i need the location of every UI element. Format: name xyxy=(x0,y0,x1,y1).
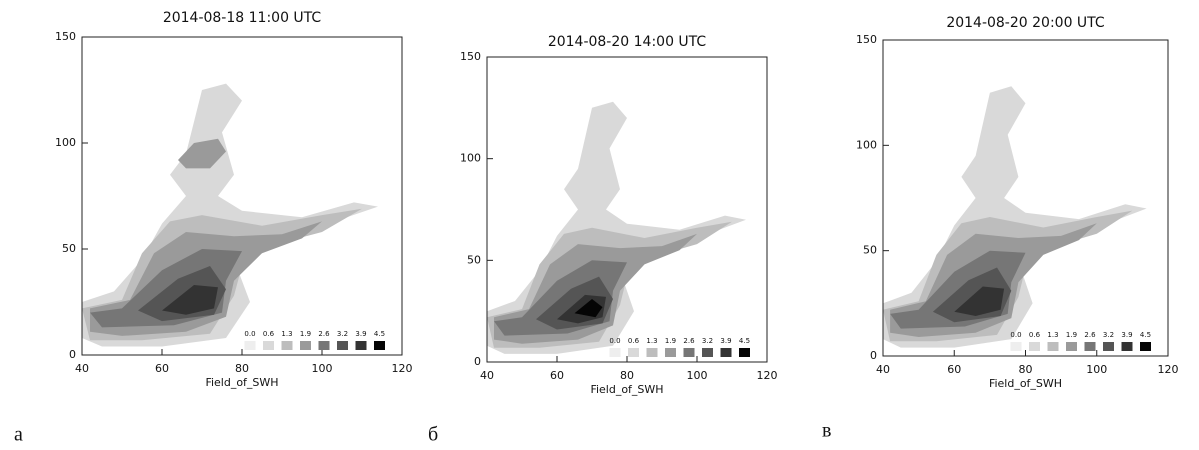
x-tick-label: 60 xyxy=(155,362,169,375)
legend-swatch xyxy=(1066,342,1077,351)
legend-swatch xyxy=(281,341,293,350)
legend-swatch xyxy=(628,348,639,357)
legend-label: 4.5 xyxy=(739,337,750,345)
y-tick-label: 50 xyxy=(467,253,481,266)
legend-label: 2.6 xyxy=(1084,331,1096,339)
contour-region xyxy=(162,285,218,315)
x-tick-label: 80 xyxy=(620,369,634,382)
x-tick-label: 40 xyxy=(876,363,890,376)
legend-label: 0.6 xyxy=(628,337,640,345)
y-tick-label: 50 xyxy=(62,242,76,255)
legend-swatch xyxy=(1140,342,1151,351)
legend-label: 1.9 xyxy=(300,330,311,338)
legend-label: 2.6 xyxy=(318,330,330,338)
legend-swatch xyxy=(244,341,256,350)
legend-label: 3.2 xyxy=(702,337,713,345)
y-tick-label: 100 xyxy=(55,136,76,149)
legend-label: 2.6 xyxy=(683,337,695,345)
y-tick-label: 0 xyxy=(870,349,877,362)
legend-label: 1.3 xyxy=(646,337,657,345)
legend-label: 1.3 xyxy=(1047,331,1058,339)
contour-region xyxy=(178,138,226,169)
legend-label: 3.2 xyxy=(337,330,348,338)
y-tick-label: 50 xyxy=(863,244,877,257)
y-tick-label: 0 xyxy=(474,355,481,368)
legend-label: 0.0 xyxy=(1010,331,1021,339)
legend-label: 4.5 xyxy=(1140,331,1151,339)
y-tick-label: 150 xyxy=(856,33,877,46)
x-tick-label: 100 xyxy=(312,362,333,375)
x-tick-label: 40 xyxy=(75,362,89,375)
legend-swatch xyxy=(300,341,311,350)
y-tick-label: 150 xyxy=(460,50,481,63)
panel-label: в xyxy=(822,420,831,442)
legend-label: 0.0 xyxy=(244,330,255,338)
legend-swatch xyxy=(665,348,676,357)
legend-label: 4.5 xyxy=(374,330,385,338)
legend-swatch xyxy=(609,348,621,357)
legend-swatch xyxy=(1084,342,1096,351)
panel-label: б xyxy=(428,424,438,446)
panel-label: а xyxy=(14,424,23,446)
legend-label: 1.3 xyxy=(281,330,292,338)
chart-title: 2014-08-18 11:00 UTC xyxy=(163,10,322,26)
legend-label: 3.2 xyxy=(1103,331,1114,339)
y-tick-label: 0 xyxy=(69,348,76,361)
contour-region xyxy=(954,286,1005,316)
x-tick-label: 100 xyxy=(1086,363,1107,376)
x-tick-label: 100 xyxy=(687,369,708,382)
y-tick-label: 100 xyxy=(460,152,481,165)
legend-label: 3.9 xyxy=(720,337,731,345)
legend-swatch xyxy=(1121,342,1133,351)
legend-swatch xyxy=(1047,342,1059,351)
x-axis-label: Field_of_SWH xyxy=(205,376,278,389)
x-axis-label: Field_of_SWH xyxy=(590,383,663,396)
chart-title: 2014-08-20 20:00 UTC xyxy=(946,15,1105,31)
legend-swatch xyxy=(1103,342,1114,351)
y-tick-label: 150 xyxy=(55,30,76,43)
chart-title: 2014-08-20 14:00 UTC xyxy=(548,34,707,50)
legend-swatch xyxy=(318,341,330,350)
legend-label: 0.0 xyxy=(609,337,620,345)
x-tick-label: 60 xyxy=(947,363,961,376)
x-tick-label: 120 xyxy=(1158,363,1179,376)
legend-swatch xyxy=(355,341,367,350)
legend-label: 3.9 xyxy=(1121,331,1132,339)
legend-label: 0.6 xyxy=(263,330,275,338)
x-tick-label: 40 xyxy=(480,369,494,382)
legend-swatch xyxy=(1010,342,1022,351)
legend-swatch xyxy=(646,348,658,357)
legend-label: 1.9 xyxy=(1066,331,1077,339)
x-axis-label: Field_of_SWH xyxy=(989,377,1062,390)
legend-label: 0.6 xyxy=(1029,331,1041,339)
legend-swatch xyxy=(683,348,695,357)
legend-label: 3.9 xyxy=(355,330,366,338)
y-tick-label: 100 xyxy=(856,138,877,151)
legend-swatch xyxy=(720,348,732,357)
legend-swatch xyxy=(1029,342,1040,351)
x-tick-label: 60 xyxy=(550,369,564,382)
legend-swatch xyxy=(337,341,348,350)
x-tick-label: 120 xyxy=(757,369,778,382)
x-tick-label: 120 xyxy=(392,362,413,375)
legend-swatch xyxy=(739,348,750,357)
legend-swatch xyxy=(263,341,274,350)
legend-swatch xyxy=(374,341,385,350)
legend-label: 1.9 xyxy=(665,337,676,345)
legend-swatch xyxy=(702,348,713,357)
x-tick-label: 80 xyxy=(1019,363,1033,376)
contour-region xyxy=(574,299,603,318)
x-tick-label: 80 xyxy=(235,362,249,375)
